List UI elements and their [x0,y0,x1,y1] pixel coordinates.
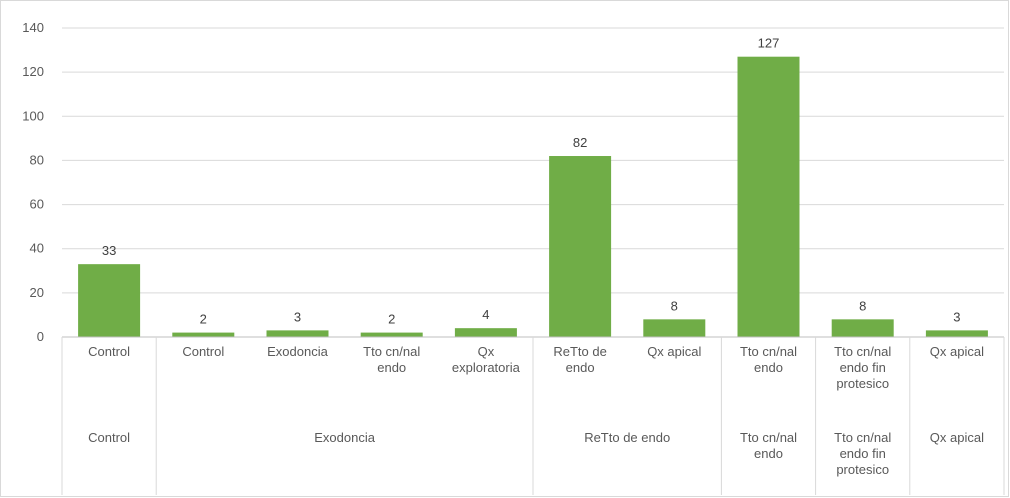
group-label: Tto cn/nal [740,430,797,445]
y-tick-label: 120 [22,64,44,79]
y-tick-label: 60 [30,197,44,212]
bar [925,330,988,337]
group-label: protesico [836,462,889,477]
data-label: 2 [200,312,207,327]
bar [172,332,235,337]
data-label: 127 [758,36,780,51]
data-label: 8 [859,298,866,313]
category-label: Tto cn/nal [834,344,891,359]
group-label: endo fin [840,446,886,461]
bar [266,330,329,337]
category-label: Control [182,344,224,359]
data-label: 2 [388,312,395,327]
category-label: endo fin [840,360,886,375]
category-label: Tto cn/nal [363,344,420,359]
data-label: 33 [102,243,116,258]
bar [831,319,894,337]
bar [549,156,612,337]
category-label: Tto cn/nal [740,344,797,359]
bars [78,56,988,337]
category-label: endo [377,360,406,375]
category-label: exploratoria [452,360,521,375]
group-label: Qx apical [930,430,984,445]
category-label: Qx apical [930,344,984,359]
group-label: Exodoncia [314,430,375,445]
category-label: Qx [478,344,495,359]
category-label: protesico [836,376,889,391]
bar [643,319,706,337]
category-label: endo [566,360,595,375]
gridlines [62,27,1004,294]
bar [360,332,423,337]
group-label: endo [754,446,783,461]
category-label: Exodoncia [267,344,328,359]
y-tick-label: 40 [30,241,44,256]
category-label: Qx apical [647,344,701,359]
y-tick-label: 20 [30,285,44,300]
data-label: 3 [953,309,960,324]
group-label: Control [88,430,130,445]
bar [737,56,800,337]
category-label: Control [88,344,130,359]
bar [454,328,517,337]
y-tick-label: 0 [37,329,44,344]
data-label: 4 [482,307,489,322]
data-label: 3 [294,309,301,324]
x-axis: Control Control Exodoncia Tto cn/nalendoQxe… [61,336,1005,495]
group-label: ReTto de endo [584,430,670,445]
group-label: Tto cn/nal [834,430,891,445]
y-axis-ticks: 0 20 40 60 80 100 120 140 [22,20,44,344]
y-tick-label: 100 [22,108,44,123]
y-tick-label: 80 [30,152,44,167]
data-labels: 33 2 3 2 4 82 8 127 8 3 [102,36,961,327]
y-tick-label: 140 [22,20,44,35]
category-label: endo [754,360,783,375]
data-label: 82 [573,135,587,150]
bar [78,264,141,337]
category-label: ReTto de [553,344,606,359]
data-label: 8 [671,298,678,313]
